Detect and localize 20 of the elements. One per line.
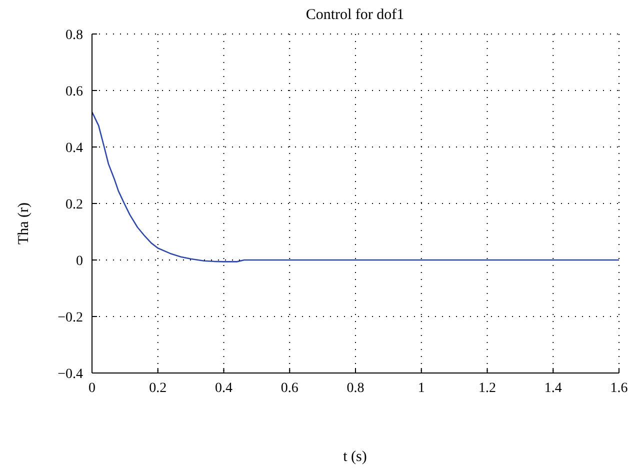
x-tick-label: 0: [88, 380, 96, 396]
y-tick-label: 0.2: [66, 197, 83, 212]
x-axis-title: t (s): [343, 449, 367, 465]
x-tick-label: 0.8: [346, 380, 364, 396]
y-tick-label: 0.4: [66, 140, 83, 156]
y-tick-label: 0: [76, 254, 83, 269]
x-tick-label: 0.6: [280, 380, 298, 396]
y-tick-label: −0.2: [58, 310, 83, 326]
y-tick-label: 0.6: [66, 84, 83, 100]
x-tick-label: 0.4: [215, 380, 232, 396]
y-tick-label: −0.4: [58, 366, 83, 382]
line-series: [92, 111, 619, 262]
x-tick-label: 1.6: [610, 380, 628, 396]
x-tick-label: 0.2: [149, 380, 167, 396]
chart-title: Control for dof1: [306, 7, 404, 23]
y-tick-label: 0.8: [66, 28, 83, 43]
x-tick-label: 1.2: [478, 380, 496, 396]
y-axis-title: Tha (r): [16, 202, 32, 245]
x-tick-label: 1: [418, 380, 425, 396]
x-tick-label: 1.4: [544, 380, 562, 396]
